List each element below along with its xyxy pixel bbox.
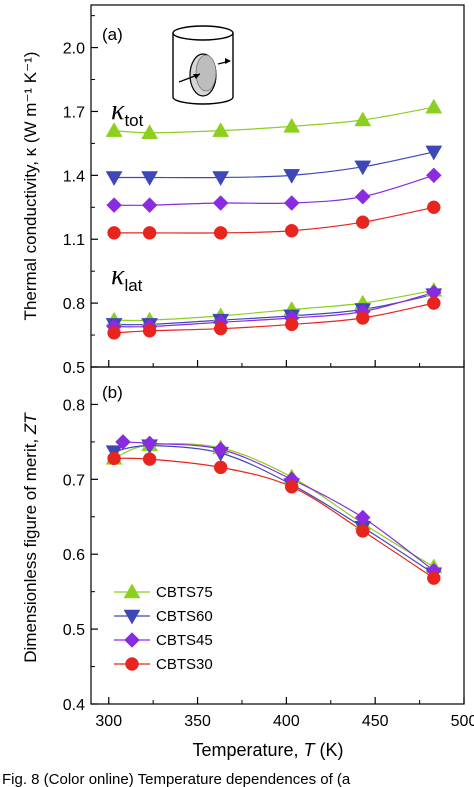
legend-label-cbts75: CBTS75 bbox=[156, 584, 213, 601]
data-point-cbts45-a-tot bbox=[354, 188, 371, 205]
y-tick-label-a: 1.1 bbox=[63, 232, 85, 249]
data-point-cbts30-a-tot bbox=[213, 226, 228, 240]
data-point-cbts60-a-tot bbox=[354, 160, 372, 176]
data-point-cbts75-a-tot bbox=[105, 122, 123, 137]
data-point-cbts30-a-tot bbox=[427, 200, 441, 215]
data-point-cbts45-b bbox=[212, 441, 229, 458]
kappa-tot-symbol: κ bbox=[111, 95, 125, 126]
y-tick-label-b: 0.5 bbox=[63, 622, 85, 639]
data-point-cbts60-a-tot bbox=[283, 169, 301, 184]
y-axis-label-b: Dimensionless figure of merit, ZT bbox=[21, 412, 40, 663]
axes-ticks: 0.5 0.8 1.1 1.4 1.7 2.0 0.4 0.5 0.6 0.7 0.8 300 350 4… bbox=[63, 15, 474, 730]
panel-b-frame bbox=[90, 366, 465, 705]
data-point-cbts30-a-lat bbox=[356, 311, 370, 325]
series-markers bbox=[105, 98, 443, 585]
y-tick-label-b: 0.7 bbox=[63, 472, 85, 489]
y-tick-label-a: 2.0 bbox=[63, 41, 85, 58]
data-point-cbts30-b bbox=[427, 571, 441, 585]
x-tick-label: 500 bbox=[451, 713, 474, 730]
data-point-cbts30-a-tot bbox=[142, 226, 157, 240]
data-point-cbts45-a-tot bbox=[425, 167, 442, 184]
x-tick-label: 300 bbox=[95, 713, 122, 730]
data-point-cbts30-a-lat bbox=[107, 326, 121, 340]
data-point-cbts45-a-tot bbox=[283, 195, 300, 211]
cylinder-sample-icon bbox=[172, 25, 234, 105]
data-point-cbts30-b bbox=[284, 480, 299, 494]
legend-marker-cbts60 bbox=[123, 609, 141, 625]
y-axis-label-a: Thermal conductivity, κ (W m⁻¹ K⁻¹) bbox=[21, 52, 40, 321]
data-point-cbts30-b bbox=[213, 460, 228, 475]
data-point-cbts75-a-tot bbox=[425, 98, 443, 114]
data-point-cbts75-a-tot bbox=[283, 117, 301, 133]
kappa-lat-symbol: κ bbox=[111, 260, 125, 291]
series-line-cbts30-a-lat bbox=[114, 302, 434, 334]
panel-b-label: (b) bbox=[102, 383, 123, 402]
x-tick-label: 450 bbox=[362, 713, 389, 730]
y-tick-label-a: 0.8 bbox=[63, 296, 85, 313]
data-point-cbts30-b bbox=[142, 452, 157, 466]
data-point-cbts60-a-tot bbox=[212, 171, 230, 186]
figure-caption: Fig. 8 (Color online) Temperature depend… bbox=[2, 771, 351, 787]
legend-label-cbts60: CBTS60 bbox=[156, 608, 213, 625]
data-point-cbts30-b bbox=[107, 451, 121, 466]
x-axis-label-var: T bbox=[304, 740, 317, 760]
x-axis-label-unit: (K) bbox=[320, 740, 344, 760]
y-tick-label-b: 0.8 bbox=[63, 397, 85, 414]
data-point-cbts30-a-lat bbox=[142, 324, 157, 338]
x-tick-label: 400 bbox=[273, 713, 300, 730]
series-line-cbts30-a-tot bbox=[114, 206, 434, 234]
kappa-tot-annotation: κtot bbox=[111, 95, 144, 130]
y-tick-label-b: 0.6 bbox=[63, 547, 85, 564]
series-line-cbts75-b bbox=[113, 443, 435, 568]
series-lines bbox=[113, 106, 435, 579]
series-line-cbts30-b bbox=[114, 457, 435, 579]
data-point-cbts75-a-tot bbox=[212, 122, 230, 137]
data-point-cbts45-b bbox=[115, 434, 131, 450]
x-axis-label: Temperature, T (K) bbox=[192, 740, 343, 760]
legend: CBTS75 CBTS60 CBTS45 CBTS30 bbox=[114, 583, 213, 673]
data-point-cbts60-a-tot bbox=[425, 145, 443, 161]
data-point-cbts30-a-lat bbox=[427, 296, 441, 310]
legend-marker-cbts75 bbox=[123, 583, 141, 599]
series-line-cbts60-b bbox=[113, 445, 435, 575]
y-tick-label-a: 0.5 bbox=[63, 360, 85, 377]
x-axis-label-text: Temperature, bbox=[192, 740, 298, 760]
legend-label-cbts30: CBTS30 bbox=[156, 656, 213, 673]
data-point-cbts45-a-tot bbox=[141, 197, 158, 214]
legend-marker-cbts45 bbox=[124, 632, 140, 648]
data-point-cbts30-a-tot bbox=[107, 226, 121, 240]
y-axis-label-b-text: Dimensionless figure of merit, bbox=[21, 439, 40, 663]
y-tick-label-a: 1.7 bbox=[63, 104, 85, 121]
data-point-cbts30-a-lat bbox=[213, 321, 228, 336]
panel-a-frame bbox=[90, 4, 465, 368]
x-tick-label: 350 bbox=[184, 713, 211, 730]
y-tick-label-a: 1.4 bbox=[63, 168, 85, 185]
kappa-lat-annotation: κlat bbox=[111, 260, 143, 295]
data-point-cbts75-a-tot bbox=[354, 111, 372, 127]
data-point-cbts30-a-tot bbox=[284, 223, 299, 238]
data-point-cbts45-b bbox=[141, 435, 158, 452]
data-point-cbts30-b bbox=[356, 524, 370, 538]
legend-marker-cbts30 bbox=[125, 657, 139, 671]
data-point-cbts75-a-tot bbox=[141, 124, 159, 140]
y-tick-label-b: 0.4 bbox=[63, 697, 85, 714]
series-line-cbts45-a-lat bbox=[114, 291, 434, 328]
panel-a-label: (a) bbox=[102, 25, 123, 44]
data-point-cbts30-a-tot bbox=[356, 215, 370, 229]
kappa-tot-subscript: tot bbox=[124, 111, 143, 130]
data-point-cbts30-a-lat bbox=[284, 317, 299, 332]
kappa-lat-subscript: lat bbox=[124, 276, 142, 295]
series-line-cbts45-a-tot bbox=[114, 174, 434, 206]
series-line-cbts75-a-tot bbox=[114, 106, 434, 134]
data-point-cbts45-a-tot bbox=[106, 197, 122, 214]
legend-label-cbts45: CBTS45 bbox=[156, 632, 213, 649]
series-line-cbts60-a-tot bbox=[114, 151, 434, 179]
y-axis-label-b-var: ZT bbox=[21, 412, 40, 435]
data-point-cbts60-a-tot bbox=[105, 171, 123, 186]
data-point-cbts45-a-tot bbox=[212, 195, 229, 211]
data-point-cbts60-a-tot bbox=[141, 171, 159, 186]
